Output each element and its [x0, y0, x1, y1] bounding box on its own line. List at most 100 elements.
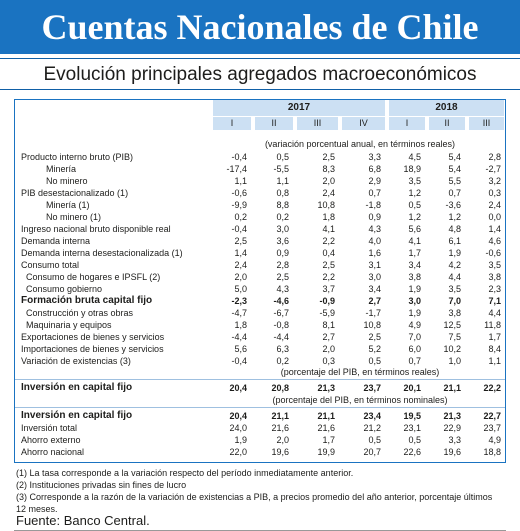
- table-row: No minero 1,1 1,1 2,0 2,9 3,5 5,5 3,2: [15, 175, 505, 187]
- cell-value: 21,1: [317, 411, 335, 421]
- row-label: Construcción y otras obras: [26, 308, 134, 318]
- cell-value: 0,2: [234, 212, 247, 222]
- report-title: Cuentas Nacionales de Chile: [0, 0, 520, 54]
- cell-value: 21,1: [443, 383, 461, 393]
- cell-value: 2,3: [488, 284, 501, 294]
- cell-value: 2,7: [368, 296, 381, 306]
- cell-value: 1,8: [322, 212, 335, 222]
- cell-value: 1,6: [368, 248, 381, 258]
- cell-value: 22,2: [483, 383, 501, 393]
- cell-value: 0,5: [408, 200, 421, 210]
- table-row: Ingreso nacional bruto disponible real -0…: [15, 223, 505, 235]
- cell-value: 20,7: [363, 447, 381, 457]
- table-row: Construcción y otras obras -4,7 -6,7 -5,9 -1…: [15, 307, 505, 319]
- cell-value: -9,9: [231, 200, 247, 210]
- cell-value: 3,3: [448, 435, 461, 445]
- cell-value: 20,1: [403, 383, 421, 393]
- cell-value: 19,5: [403, 411, 421, 421]
- footnote-1: (1) La tasa corresponde a la variación r…: [16, 468, 354, 478]
- table-row: Minería (1) -9,9 8,8 10,8 -1,8 0,5 -3,6 2,4: [15, 199, 505, 211]
- row-label: Maquinaria y equipos: [26, 320, 112, 330]
- cell-value: 22,7: [483, 411, 501, 421]
- cell-value: 2,2: [322, 236, 335, 246]
- cell-value: 0,7: [368, 188, 381, 198]
- table-row: Ahorro externo 1,9 2,0 1,7 0,5 0,5 3,3 4,9: [15, 434, 505, 446]
- row-label: Inversión en capital fijo: [21, 382, 133, 393]
- cell-value: 1,1: [276, 176, 289, 186]
- table-row: Consumo total 2,4 2,8 2,5 3,1 3,4 4,2 3,5: [15, 259, 505, 271]
- quarter-header-bg: [469, 117, 504, 130]
- cell-value: 6,3: [276, 344, 289, 354]
- cell-value: -2,3: [231, 296, 247, 306]
- cell-value: 2,4: [234, 260, 247, 270]
- cell-value: -6,7: [273, 308, 289, 318]
- cell-value: 4,4: [448, 272, 461, 282]
- cell-value: 4,9: [408, 320, 421, 330]
- table-row: Minería -17,4 -5,5 8,3 6,8 18,9 5,4 -2,7: [15, 163, 505, 175]
- cell-value: 7,0: [448, 296, 461, 306]
- table-row: Inversión en capital fijo 20,4 21,1 21,1 23,…: [15, 410, 505, 422]
- cell-value: 5,2: [368, 344, 381, 354]
- table-row: Variación de existencias (3) -0,4 0,2 0,3 0,…: [15, 355, 505, 367]
- row-label: Exportaciones de bienes y servicios: [21, 332, 165, 342]
- cell-value: 0,8: [276, 188, 289, 198]
- cell-value: 4,0: [368, 236, 381, 246]
- cell-value: 2,5: [322, 152, 335, 162]
- cell-value: 2,9: [368, 176, 381, 186]
- cell-value: 4,2: [448, 260, 461, 270]
- row-label: Inversión en capital fijo: [21, 410, 133, 421]
- cell-value: 22,6: [403, 447, 421, 457]
- section-divider: [15, 407, 505, 408]
- source-note: Fuente: Banco Central.: [16, 513, 150, 528]
- cell-value: 0,9: [276, 248, 289, 258]
- cell-value: 19,6: [271, 447, 289, 457]
- row-label: Ingreso nacional bruto disponible real: [21, 224, 171, 234]
- cell-value: -0,8: [273, 320, 289, 330]
- cell-value: 3,8: [488, 272, 501, 282]
- cell-value: 6,0: [408, 344, 421, 354]
- cell-value: 0,5: [408, 435, 421, 445]
- cell-value: 2,8: [276, 260, 289, 270]
- units-note-pib-nominal: (porcentaje del PIB, en términos nominal…: [272, 395, 448, 405]
- cell-value: 4,5: [408, 152, 421, 162]
- cell-value: 4,4: [488, 308, 501, 318]
- cell-value: 0,5: [276, 152, 289, 162]
- cell-value: 2,5: [276, 272, 289, 282]
- cell-value: 2,5: [368, 332, 381, 342]
- table-row: Consumo de hogares e IPSFL (2) 2,0 2,5 2,2 3…: [15, 271, 505, 283]
- footnote-3: (3) Corresponde a la razón de la variaci…: [16, 492, 493, 514]
- cell-value: 5,4: [448, 164, 461, 174]
- cell-value: -0,9: [319, 296, 335, 306]
- cell-value: 18,9: [403, 164, 421, 174]
- quarter-header-bg: [255, 117, 293, 130]
- cell-value: 0,4: [322, 248, 335, 258]
- cell-value: 19,9: [317, 447, 335, 457]
- cell-value: 1,2: [448, 212, 461, 222]
- quarter-2018-I: I: [405, 118, 409, 128]
- table-row: Formación bruta capital fijo -2,3 -4,6 -0,9…: [15, 295, 505, 307]
- year-2017-header-bg: [213, 100, 385, 116]
- cell-value: -0,6: [485, 248, 501, 258]
- year-2018-label: 2018: [435, 102, 458, 113]
- cell-value: 4,1: [408, 236, 421, 246]
- cell-value: 2,5: [234, 236, 247, 246]
- cell-value: 8,1: [322, 320, 335, 330]
- cell-value: 23,7: [363, 383, 381, 393]
- cell-value: 21,2: [363, 423, 381, 433]
- cell-value: 6,1: [448, 236, 461, 246]
- cell-value: 1,4: [234, 248, 247, 258]
- units-note-pib-real: (porcentaje del PIB, en términos reales): [280, 367, 440, 377]
- quarter-header-bg: [342, 117, 385, 130]
- cell-value: 3,0: [368, 272, 381, 282]
- cell-value: -4,4: [273, 332, 289, 342]
- cell-value: 8,4: [488, 344, 501, 354]
- cell-value: 18,8: [483, 447, 501, 457]
- cell-value: -2,7: [485, 164, 501, 174]
- table-row: Importaciones de bienes y servicios 5,6 6,…: [15, 343, 505, 355]
- cell-value: 2,5: [322, 260, 335, 270]
- quarter-header-bg: [297, 117, 338, 130]
- cell-value: 3,2: [488, 176, 501, 186]
- cell-value: 5,5: [448, 176, 461, 186]
- year-2017-label: 2017: [287, 102, 311, 113]
- cell-value: 8,3: [322, 164, 335, 174]
